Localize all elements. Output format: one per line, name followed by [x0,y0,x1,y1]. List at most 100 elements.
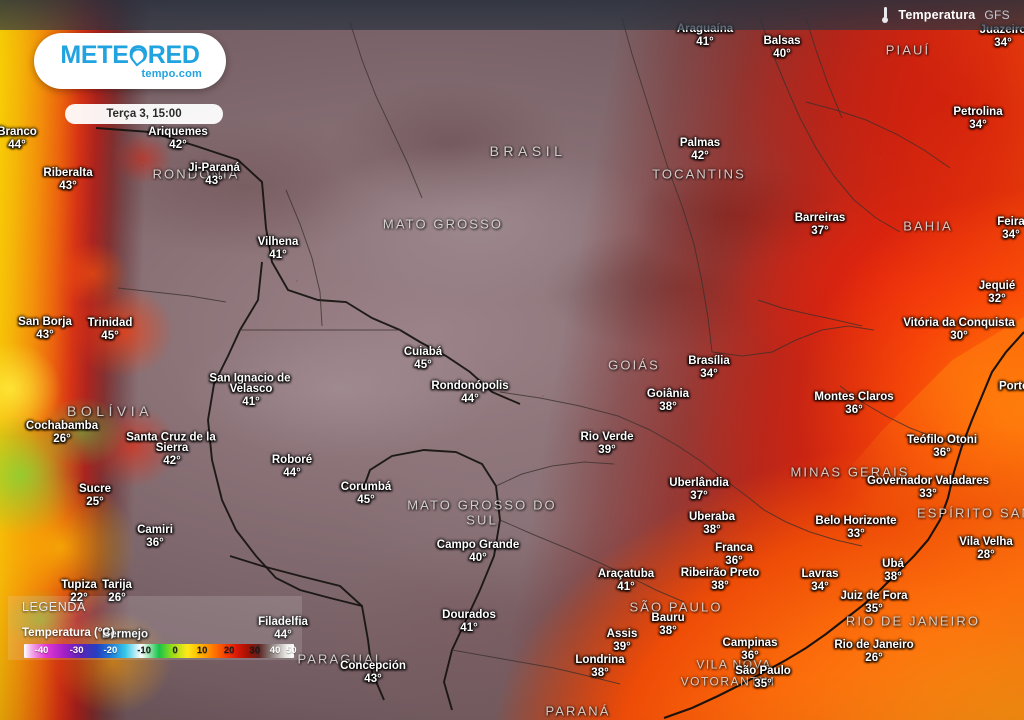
city-label[interactable]: Brasília 34° [688,355,730,381]
city-name: Rondonópolis [431,380,509,393]
city-temperature: 45° [357,494,375,506]
city-name: Porto [998,380,1024,393]
city-label[interactable]: Trinidad 45° [88,317,133,343]
city-label[interactable]: Camiri 36° [137,524,173,550]
city-label[interactable]: São Paulo 35° [735,665,791,691]
city-label[interactable]: Ariquemes 42° [148,126,207,152]
city-label[interactable]: Juiz de Fora 35° [840,590,907,616]
city-name: Londrina [575,654,625,667]
region-label: BAHIA [903,218,953,234]
city-label[interactable]: Balsas 40° [763,35,800,61]
city-temperature: 26° [108,592,126,604]
city-label[interactable]: Ribeirão Preto 38° [681,567,760,593]
city-label[interactable]: Barreiras 37° [795,212,846,238]
temperature-color-scale [24,644,294,658]
city-label[interactable]: Teófilo Otoni 36° [907,434,977,460]
model-label[interactable]: GFS [984,8,1010,22]
city-label[interactable]: Velasco 41° [230,383,273,409]
city-name: Velasco [229,383,273,396]
city-name: Dourados [442,609,496,622]
region-label: VOTORANTIM [680,674,776,689]
state-line-1 [349,21,423,199]
city-label[interactable]: Feira 34° [997,216,1024,242]
city-label[interactable]: Petrolina 34° [953,106,1002,132]
state-line-3 [711,325,875,357]
region-label: TOCANTINS [652,166,746,182]
city-label[interactable]: Corumbá 45° [341,481,391,507]
city-name: San Ignacio de [209,372,291,385]
city-name: Riberalta [43,167,93,180]
city-label[interactable]: Goiânia 38° [647,388,689,414]
city-name: Jequié [978,280,1016,293]
legend-tick-2: -20 [103,645,118,656]
state-line-9 [495,461,615,487]
state-line-11 [285,189,323,327]
city-label[interactable]: Londrina 38° [575,654,624,680]
city-label[interactable]: Rondonópolis 44° [431,380,508,406]
city-label[interactable]: Campo Grande 40° [437,539,519,565]
city-label[interactable]: Sucre 25° [79,483,111,509]
border-bolivia-south [207,261,363,607]
city-label[interactable]: Vilhena 41° [258,236,299,262]
city-name: Cuiabá [403,346,443,359]
city-label[interactable]: Tupiza 22° [61,579,97,605]
city-label[interactable]: Ji-Paraná 43° [188,162,240,188]
city-label[interactable]: Assis 39° [607,628,638,654]
meteored-logo[interactable]: METE O RED tempo.com [34,33,226,89]
legend-scale: -40 -30 -20 -10 0 10 20 30 40 50 [24,644,297,658]
city-label[interactable]: Vitória da Conquista 30° [903,317,1015,343]
city-label[interactable]: Tarija 26° [102,579,132,605]
region-label: RIO DE JANEIRO [845,613,981,629]
city-label[interactable]: Uberlândia 37° [669,477,728,503]
state-line-7 [721,477,863,547]
legend-tick-8: 40 [269,645,281,656]
city-label[interactable]: Araçatuba 41° [598,568,654,594]
legend-tick-3: -10 [137,645,152,656]
city-name: Sierra [155,442,189,455]
map-toolbar[interactable]: Temperatura GFS [0,0,1024,30]
city-label[interactable]: Concepción 43° [340,660,406,686]
region-label: PARANÁ [545,703,611,719]
city-label[interactable]: Belo Horizonte 33° [815,515,896,541]
city-temperature: 36° [725,555,743,567]
city-label[interactable]: Roboré 44° [272,454,312,480]
city-label[interactable]: Rio Verde 39° [580,431,633,457]
city-name: Montes Claros [814,391,894,404]
city-label[interactable]: Filadelfia 44° [258,616,308,642]
city-label[interactable]: Porto [999,381,1024,394]
variable-label[interactable]: Temperatura [898,8,976,22]
city-label[interactable]: Branco 44° [0,126,37,152]
city-temperature: 36° [146,537,164,549]
state-line-8 [499,519,685,603]
city-label[interactable]: Bauru 38° [651,612,684,638]
city-label[interactable]: Franca 36° [715,542,753,568]
legend-tick-5: 10 [196,645,208,656]
city-label[interactable]: Dourados 41° [442,609,496,635]
city-label[interactable]: Ubá 38° [882,558,904,584]
city-label[interactable]: Cochabamba 26° [26,420,98,446]
city-temperature: 42° [691,150,709,162]
city-temperature: 35° [865,603,883,615]
city-label[interactable]: Campinas 36° [723,637,778,663]
city-label[interactable]: Bermejo [102,629,148,642]
city-label[interactable]: Uberaba 38° [689,511,735,537]
city-label[interactable]: Rio de Janeiro 26° [834,639,913,665]
city-name: Trinidad [87,317,133,330]
city-label[interactable]: Riberalta 43° [43,167,92,193]
city-label[interactable]: Montes Claros 36° [814,391,893,417]
city-label[interactable]: San Ignacio de [209,373,290,386]
city-label[interactable]: San Borja 43° [18,316,72,342]
city-label[interactable]: Cuiabá 45° [404,346,442,372]
city-label[interactable]: Jequié 32° [979,280,1015,306]
city-label[interactable]: Palmas 42° [680,137,720,163]
city-label[interactable]: Lavras 34° [801,568,838,594]
city-label[interactable]: Santa Cruz de la [126,432,215,445]
region-label: MATO GROSSO DO [407,497,557,513]
city-label[interactable]: Governador Valadares 33° [867,475,989,501]
city-label[interactable]: Sierra 42° [156,442,189,468]
city-name: São Paulo [735,665,791,678]
forecast-timestamp-pill[interactable]: Terça 3, 15:00 [65,104,223,124]
city-label[interactable]: Vila Velha 28° [959,536,1013,562]
